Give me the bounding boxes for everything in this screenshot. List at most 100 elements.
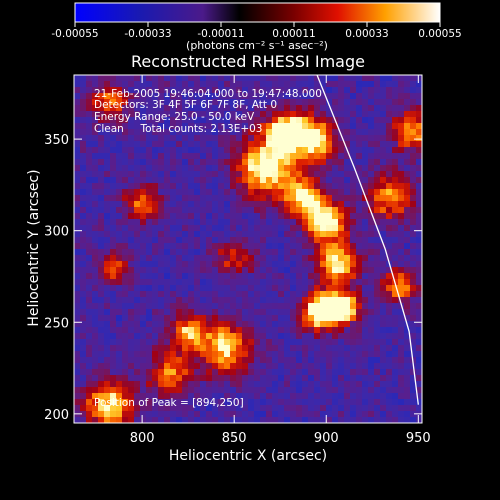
heatmap-cell	[260, 345, 267, 352]
heatmap-cell	[314, 279, 321, 286]
heatmap-cell	[368, 201, 375, 208]
heatmap-cell	[350, 243, 357, 250]
heatmap-cell	[398, 207, 405, 214]
heatmap-cell	[266, 369, 273, 376]
heatmap-cell	[224, 81, 231, 88]
heatmap-cell	[254, 285, 261, 292]
heatmap-cell	[320, 117, 327, 124]
heatmap-cell	[254, 207, 261, 214]
heatmap-cell	[98, 123, 105, 130]
heatmap-cell	[284, 231, 291, 238]
heatmap-cell	[122, 123, 129, 130]
heatmap-cell	[176, 273, 183, 280]
heatmap-cell	[182, 387, 189, 394]
heatmap-cell	[356, 99, 363, 106]
heatmap-cell	[290, 93, 297, 100]
heatmap-cell	[98, 225, 105, 232]
heatmap-cell	[254, 303, 261, 310]
heatmap-cell	[272, 375, 279, 382]
heatmap-cell	[296, 129, 303, 136]
y-tick-label: 200	[44, 408, 69, 423]
heatmap-cell	[176, 369, 183, 376]
heatmap-cell	[86, 237, 93, 244]
heatmap-cell	[398, 129, 405, 136]
heatmap-cell	[146, 189, 153, 196]
heatmap-cell	[278, 261, 285, 268]
heatmap-cell	[356, 411, 363, 418]
heatmap-cell	[122, 189, 129, 196]
heatmap-cell	[170, 165, 177, 172]
heatmap-cell	[260, 237, 267, 244]
heatmap-cell	[158, 261, 165, 268]
heatmap-cell	[368, 327, 375, 334]
heatmap-cell	[380, 219, 387, 226]
heatmap-cell	[170, 117, 177, 124]
heatmap-cell	[116, 339, 123, 346]
heatmap-cell	[212, 321, 219, 328]
heatmap-cell	[182, 207, 189, 214]
heatmap-cell	[236, 321, 243, 328]
heatmap-cell	[104, 321, 111, 328]
heatmap-cell	[350, 207, 357, 214]
heatmap-cell	[230, 273, 237, 280]
heatmap-cell	[272, 393, 279, 400]
heatmap-cell	[74, 387, 81, 394]
heatmap-cell	[224, 267, 231, 274]
heatmap-cell	[278, 279, 285, 286]
heatmap-cell	[74, 75, 81, 82]
heatmap-cell	[386, 183, 393, 190]
heatmap-cell	[110, 387, 117, 394]
heatmap-cell	[320, 267, 327, 274]
heatmap-cell	[296, 297, 303, 304]
heatmap-cell	[140, 303, 147, 310]
heatmap-cell	[200, 165, 207, 172]
heatmap-cell	[170, 147, 177, 154]
heatmap-cell	[392, 351, 399, 358]
heatmap-cell	[164, 255, 171, 262]
heatmap-cell	[140, 213, 147, 220]
heatmap-cell	[128, 309, 135, 316]
heatmap-cell	[410, 153, 417, 160]
heatmap-cell	[302, 351, 309, 358]
heatmap-cell	[170, 177, 177, 184]
heatmap-cell	[200, 237, 207, 244]
heatmap-cell	[380, 381, 387, 388]
heatmap-cell	[368, 381, 375, 388]
heatmap-cell	[404, 129, 411, 136]
heatmap-cell	[140, 159, 147, 166]
heatmap-cell	[386, 93, 393, 100]
heatmap-cell	[368, 87, 375, 94]
heatmap-cell	[368, 267, 375, 274]
heatmap-cell	[404, 261, 411, 268]
heatmap-cell	[290, 333, 297, 340]
heatmap-cell	[356, 165, 363, 172]
heatmap-cell	[212, 105, 219, 112]
heatmap-cell	[272, 201, 279, 208]
heatmap-cell	[278, 321, 285, 328]
heatmap-cell	[398, 315, 405, 322]
heatmap-cell	[290, 87, 297, 94]
heatmap-cell	[320, 195, 327, 202]
heatmap-cell	[158, 327, 165, 334]
heatmap-cell	[362, 261, 369, 268]
y-axis-label: Heliocentric Y (arcsec)	[26, 169, 42, 326]
heatmap-cell	[140, 279, 147, 286]
heatmap-cell	[398, 273, 405, 280]
heatmap-cell	[296, 375, 303, 382]
heatmap-cell	[266, 189, 273, 196]
heatmap-cell	[200, 201, 207, 208]
heatmap-cell	[302, 345, 309, 352]
heatmap-cell	[92, 273, 99, 280]
heatmap-cell	[344, 201, 351, 208]
heatmap-cell	[122, 177, 129, 184]
heatmap-cell	[332, 111, 339, 118]
heatmap-cell	[410, 213, 417, 220]
heatmap-cell	[134, 369, 141, 376]
heatmap-cell	[338, 351, 345, 358]
heatmap-cell	[380, 141, 387, 148]
heatmap-cell	[392, 189, 399, 196]
heatmap-cell	[230, 141, 237, 148]
heatmap-cell	[284, 279, 291, 286]
heatmap-cell	[404, 303, 411, 310]
heatmap-cell	[224, 339, 231, 346]
